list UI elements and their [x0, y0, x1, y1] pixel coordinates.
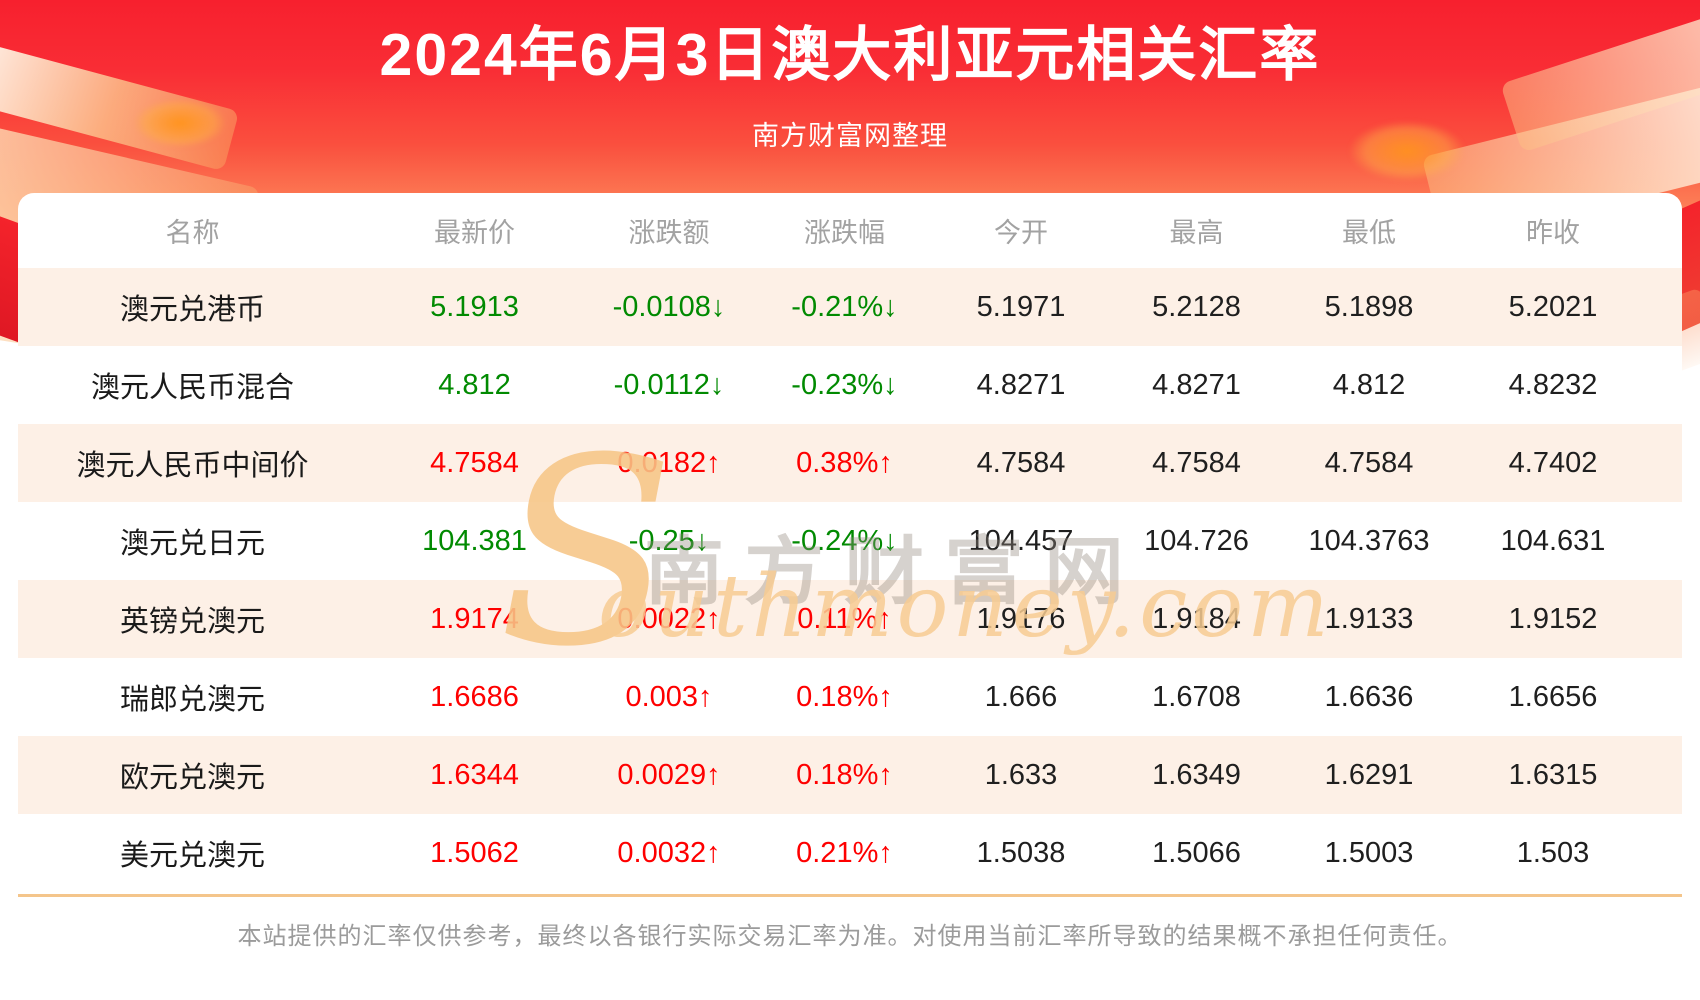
prev-close-price: 4.8232: [1508, 368, 1598, 401]
change-amount: 0.003↑: [625, 680, 713, 713]
change-percent: -0.21%↓: [791, 290, 898, 323]
prev-close-price: 4.7402: [1508, 446, 1598, 479]
col-header-percent: 涨跌幅: [804, 218, 885, 248]
currency-pair-name: 澳元兑港币: [119, 294, 265, 326]
prev-close-price: 1.9152: [1508, 602, 1598, 635]
change-percent: 0.38%↑: [796, 446, 893, 479]
change-percent: -0.24%↓: [791, 524, 898, 557]
col-header-change: 涨跌额: [628, 218, 710, 248]
low-price: 1.9133: [1324, 602, 1414, 635]
high-price: 1.6708: [1152, 680, 1241, 713]
currency-pair-name: 澳元人民币混合: [90, 372, 294, 404]
change-percent: 0.18%↑: [796, 680, 893, 713]
prev-close-price: 1.6656: [1508, 680, 1598, 713]
currency-pair-name: 欧元兑澳元: [119, 762, 265, 794]
low-price: 5.1898: [1324, 290, 1414, 323]
open-price: 104.457: [968, 524, 1074, 557]
change-percent: 0.11%↑: [797, 602, 892, 635]
low-price: 4.7584: [1324, 446, 1414, 479]
prev-close-price: 1.503: [1516, 836, 1590, 869]
change-amount: -0.0108↓: [612, 290, 726, 323]
col-header-name: 名称: [165, 218, 220, 248]
prev-close-price: 104.631: [1500, 524, 1606, 557]
latest-price: 4.7584: [430, 446, 519, 479]
table-row: 欧元兑澳元 1.6344 0.0029↑ 0.18%↑ 1.633 1.6349…: [18, 736, 1682, 814]
col-header-high: 最高: [1169, 218, 1224, 248]
exchange-rate-table: 名称 最新价 涨跌额 涨跌幅 今开 最高 最低 昨收 澳元兑港币 5.1913 …: [18, 193, 1682, 892]
latest-price: 1.9174: [430, 602, 519, 635]
prev-close-price: 5.2021: [1508, 290, 1598, 323]
page-subtitle: 南方财富网整理: [752, 121, 948, 151]
low-price: 4.812: [1332, 368, 1406, 401]
table-body: 澳元兑港币 5.1913 -0.0108↓ -0.21%↓ 5.1971 5.2…: [18, 268, 1682, 892]
latest-price: 4.812: [438, 368, 511, 401]
open-price: 4.8271: [976, 368, 1066, 401]
table-row: 美元兑澳元 1.5062 0.0032↑ 0.21%↑ 1.5038 1.506…: [18, 814, 1682, 892]
high-price: 104.726: [1144, 524, 1249, 557]
disclaimer-text: 本站提供的汇率仅供参考，最终以各银行实际交易汇率为准。对使用当前汇率所导致的结果…: [237, 923, 1463, 950]
footer-divider: [18, 894, 1682, 897]
change-amount: 0.0182↑: [617, 446, 721, 479]
high-price: 4.7584: [1152, 446, 1241, 479]
low-price: 1.6291: [1324, 758, 1414, 791]
open-price: 1.5038: [976, 836, 1066, 869]
change-percent: -0.23%↓: [791, 368, 898, 401]
change-percent: 0.21%↑: [796, 836, 893, 869]
col-header-low: 最低: [1342, 218, 1396, 248]
low-price: 1.5003: [1324, 836, 1414, 869]
latest-price: 1.5062: [430, 836, 519, 869]
table-row: 英镑兑澳元 1.9174 0.0022↑ 0.11%↑ 1.9176 1.918…: [18, 580, 1682, 658]
col-header-open: 今开: [994, 218, 1048, 248]
change-amount: 0.0022↑: [617, 602, 721, 635]
col-header-latest: 最新价: [434, 218, 515, 248]
prev-close-price: 1.6315: [1508, 758, 1598, 791]
table-row: 澳元兑日元 104.381 -0.25↓ -0.24%↓ 104.457 104…: [18, 502, 1682, 580]
currency-pair-name: 澳元兑日元: [119, 528, 265, 560]
change-amount: 0.0032↑: [617, 836, 721, 869]
currency-pair-name: 瑞郎兑澳元: [119, 684, 265, 716]
col-header-prev-close: 昨收: [1526, 218, 1580, 248]
open-price: 4.7584: [976, 446, 1066, 479]
currency-pair-name: 英镑兑澳元: [119, 606, 265, 638]
currency-pair-name: 美元兑澳元: [119, 840, 265, 872]
high-price: 5.2128: [1152, 290, 1241, 323]
change-amount: -0.25↓: [628, 524, 710, 557]
latest-price: 1.6686: [430, 680, 519, 713]
latest-price: 5.1913: [430, 290, 519, 323]
open-price: 1.666: [984, 680, 1058, 713]
high-price: 1.9184: [1152, 602, 1241, 635]
high-price: 1.6349: [1152, 758, 1241, 791]
change-amount: 0.0029↑: [617, 758, 721, 791]
open-price: 1.9176: [976, 602, 1066, 635]
low-price: 1.6636: [1324, 680, 1414, 713]
change-percent: 0.18%↑: [796, 758, 893, 791]
change-amount: -0.0112↓: [613, 368, 725, 401]
table-row: 澳元人民币中间价 4.7584 0.0182↑ 0.38%↑ 4.7584 4.…: [18, 424, 1682, 502]
table-row: 澳元兑港币 5.1913 -0.0108↓ -0.21%↓ 5.1971 5.2…: [18, 268, 1682, 346]
open-price: 5.1971: [976, 290, 1066, 323]
latest-price: 1.6344: [430, 758, 519, 791]
table-header-row: 名称 最新价 涨跌额 涨跌幅 今开 最高 最低 昨收: [18, 193, 1682, 268]
currency-pair-name: 澳元人民币中间价: [76, 450, 309, 482]
page-title: 2024年6月3日澳大利亚元相关汇率: [379, 22, 1321, 88]
latest-price: 104.381: [422, 524, 527, 557]
table-row: 瑞郎兑澳元 1.6686 0.003↑ 0.18%↑ 1.666 1.6708 …: [18, 658, 1682, 736]
table-row: 澳元人民币混合 4.812 -0.0112↓ -0.23%↓ 4.8271 4.…: [18, 346, 1682, 424]
high-price: 1.5066: [1152, 836, 1241, 869]
high-price: 4.8271: [1152, 368, 1241, 401]
open-price: 1.633: [984, 758, 1058, 791]
low-price: 104.3763: [1308, 524, 1430, 557]
